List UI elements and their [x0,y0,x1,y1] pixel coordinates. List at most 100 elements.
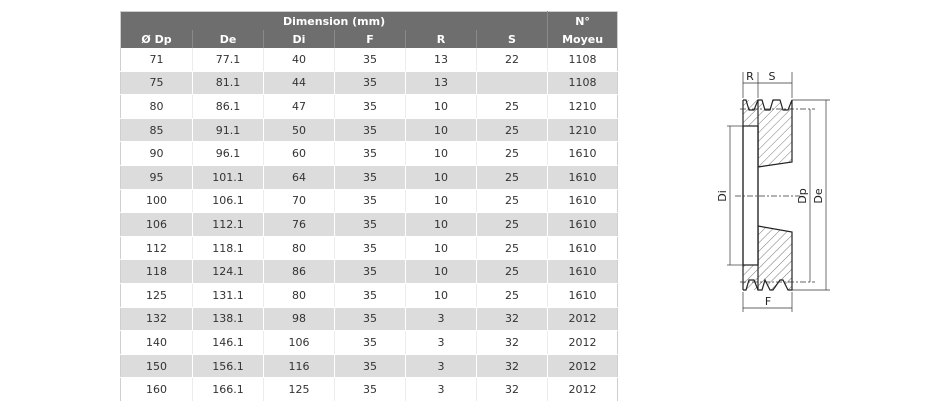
table-cell: 60 [263,141,335,166]
table-cell: 64 [263,165,335,190]
table-cell: 25 [475,189,548,214]
table-cell: 86.1 [192,94,264,119]
column-header: Di [263,30,335,48]
table-cell: 125 [263,377,335,402]
table-cell: 25 [475,94,548,119]
table-cell [475,71,548,96]
table-cell: 1108 [547,48,618,72]
table-cell: 10 [405,212,477,237]
column-header: S [475,30,548,48]
table-row: 112 118.1 80 35 10 25 1610 [120,236,618,261]
table-cell: 10 [405,189,477,214]
table-row: 125 131.1 80 35 10 25 1610 [120,283,618,308]
table-cell: 71 [120,48,193,72]
table-cell: 101.1 [192,165,264,190]
table-cell: 106 [120,212,193,237]
table-cell: 13 [405,48,477,72]
table-row: 118 124.1 86 35 10 25 1610 [120,259,618,284]
hub-header-bottom: Moyeu [547,30,618,48]
dimension-table: Dimension (mm) N° Ø Dp De Di F R S Moyeu 71 77.… [120,11,619,402]
table-cell: 138.1 [192,307,264,332]
table-cell: 32 [475,377,548,402]
table-cell: 2012 [547,330,618,355]
table-cell: 2012 [547,307,618,332]
table-cell: 131.1 [192,283,264,308]
table-cell: 2012 [547,354,618,379]
table-cell: 25 [475,283,548,308]
label-dp: Dp [796,188,809,203]
table-cell: 35 [334,94,406,119]
table-row: 132 138.1 98 35 3 32 2012 [120,307,618,332]
table-row: 140 146.1 106 35 3 32 2012 [120,330,618,355]
table-cell: 1210 [547,118,618,143]
table-cell: 35 [334,141,406,166]
table-cell: 80 [263,283,335,308]
column-header: Ø Dp [120,30,193,48]
table-cell: 166.1 [192,377,264,402]
table-cell: 112.1 [192,212,264,237]
table-cell: 75 [120,71,193,96]
table-cell: 112 [120,236,193,261]
table-cell: 1610 [547,141,618,166]
column-header: De [192,30,264,48]
table-cell: 118 [120,259,193,284]
table-cell: 125 [120,283,193,308]
table-cell: 77.1 [192,48,264,72]
table-cell: 146.1 [192,330,264,355]
label-de: De [812,188,825,203]
table-cell: 25 [475,118,548,143]
table-row: 80 86.1 47 35 10 25 1210 [120,94,618,119]
table-cell: 1610 [547,283,618,308]
table-cell: 47 [263,94,335,119]
table-cell: 76 [263,212,335,237]
table-cell: 124.1 [192,259,264,284]
table-cell: 35 [334,377,406,402]
table-cell: 3 [405,307,477,332]
table-cell: 25 [475,259,548,284]
table-cell: 25 [475,165,548,190]
table-cell: 132 [120,307,193,332]
table-row: 100 106.1 70 35 10 25 1610 [120,189,618,214]
table-cell: 10 [405,165,477,190]
table-cell: 1610 [547,212,618,237]
table-cell: 32 [475,330,548,355]
table-cell: 156.1 [192,354,264,379]
table-cell: 3 [405,377,477,402]
dimension-lines [727,72,830,312]
table-cell: 1210 [547,94,618,119]
table-row: 150 156.1 116 35 3 32 2012 [120,354,618,379]
table-cell: 35 [334,330,406,355]
table-cell: 35 [334,48,406,72]
table-cell: 116 [263,354,335,379]
pulley-section [742,99,793,291]
table-cell: 10 [405,236,477,261]
table-cell: 1610 [547,189,618,214]
table-cell: 32 [475,307,548,332]
table-cell: 35 [334,307,406,332]
table-cell: 3 [405,354,477,379]
column-header: F [334,30,406,48]
table-cell: 150 [120,354,193,379]
table-row: 160 166.1 125 35 3 32 2012 [120,377,618,402]
table-cell: 10 [405,259,477,284]
table-cell: 98 [263,307,335,332]
table-cell: 13 [405,71,477,96]
table-cell: 106 [263,330,335,355]
table-cell: 25 [475,212,548,237]
table-cell: 90 [120,141,193,166]
table-cell: 25 [475,236,548,261]
column-header: R [405,30,477,48]
table-cell: 25 [475,141,548,166]
table-cell: 95 [120,165,193,190]
table-cell: 80 [120,94,193,119]
table-cell: 35 [334,71,406,96]
table-row: 71 77.1 40 35 13 22 1108 [120,48,618,72]
table-cell: 35 [334,165,406,190]
table-row: 75 81.1 44 35 13 1108 [120,71,618,96]
table-cell: 91.1 [192,118,264,143]
table-cell: 106.1 [192,189,264,214]
table-cell: 1610 [547,165,618,190]
table-cell: 70 [263,189,335,214]
table-cell: 1610 [547,259,618,284]
table-cell: 96.1 [192,141,264,166]
